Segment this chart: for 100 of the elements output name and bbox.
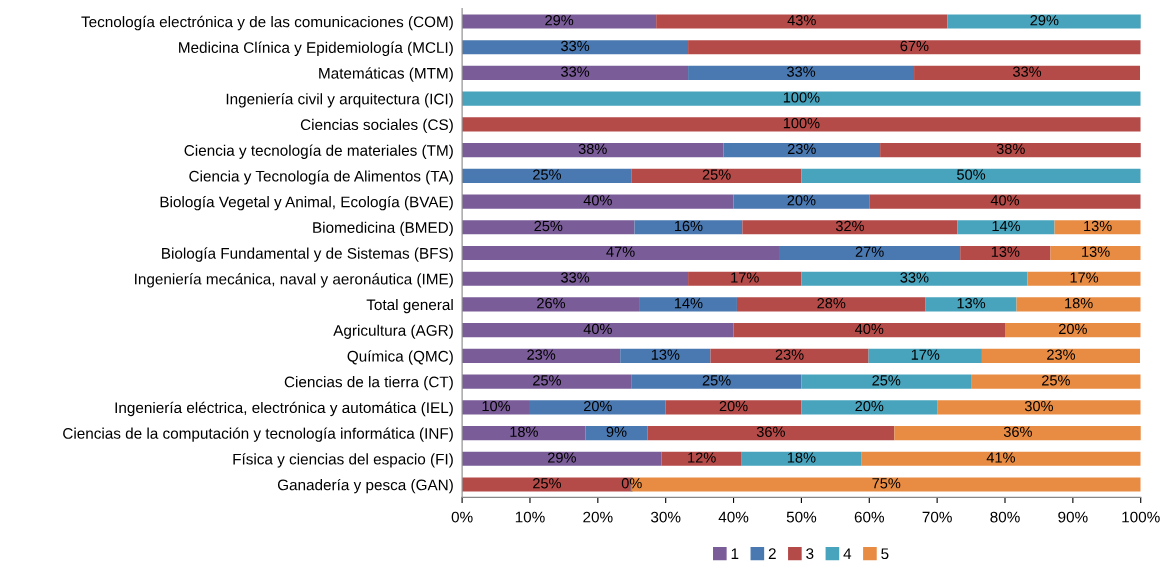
bar <box>801 400 938 415</box>
bar <box>462 271 689 286</box>
y-tick-label: Medicina Clínica y Epidemiología (MCLI) <box>179 41 453 57</box>
data-label: 38% <box>996 143 1025 155</box>
data-label: 50% <box>957 169 986 180</box>
y-tick-label: Ciencias de la tierra (CT) <box>284 376 453 391</box>
x-tick-label: 40% <box>718 511 749 523</box>
y-tick-label: Ingeniería eléctrica, electrónica y automática (IEL) <box>115 401 453 417</box>
data-label: 18% <box>1065 298 1093 309</box>
data-label: 47% <box>606 246 635 257</box>
bar <box>462 374 632 389</box>
bar <box>462 425 586 441</box>
bar <box>631 168 802 183</box>
data-label: 13% <box>1084 220 1112 232</box>
legend-label: 4 <box>843 548 852 559</box>
data-label: 13% <box>957 298 986 309</box>
bar <box>462 143 724 158</box>
data-label: 40% <box>583 323 612 335</box>
x-tick-label: 20% <box>583 511 613 523</box>
data-label: 29% <box>1030 15 1059 26</box>
data-label: 25% <box>533 375 562 386</box>
x-tick-label: 30% <box>650 511 681 523</box>
data-label: 25% <box>533 169 562 180</box>
y-tick-label: Ganadería y pesca (GAN) <box>277 478 453 494</box>
bar <box>462 65 689 81</box>
data-label: 25% <box>702 375 731 386</box>
data-label: 18% <box>787 452 816 463</box>
bar <box>620 348 711 363</box>
bar <box>462 220 635 235</box>
bar <box>710 348 869 363</box>
data-label: 16% <box>674 220 703 232</box>
y-tick-label: Química (QMC) <box>347 350 453 365</box>
bar <box>957 220 1055 235</box>
bar <box>688 65 915 81</box>
data-label: 25% <box>1042 375 1070 386</box>
data-label: 20% <box>787 195 816 206</box>
bar <box>801 374 972 389</box>
y-tick-label: Biología Fundamental y de Sistemas (BFS) <box>162 247 453 262</box>
bar <box>462 168 632 183</box>
bar <box>960 245 1051 261</box>
data-label: 13% <box>991 246 1020 257</box>
bar <box>688 40 1141 55</box>
data-label: 36% <box>756 426 785 437</box>
data-label: 23% <box>787 143 816 155</box>
data-label: 40% <box>583 195 612 206</box>
data-label: 14% <box>674 298 703 309</box>
data-label: 20% <box>719 400 748 412</box>
bar <box>1054 220 1141 235</box>
data-label: 12% <box>688 452 716 463</box>
data-label: 100% <box>783 92 820 103</box>
y-tick-label: Biomedicina (BMED) <box>313 221 453 236</box>
bar <box>661 451 742 466</box>
bar <box>971 374 1141 389</box>
data-label: 25% <box>533 478 562 489</box>
data-label: 41% <box>986 452 1015 463</box>
bar <box>801 271 1028 286</box>
bar <box>462 117 1141 132</box>
bar <box>801 168 1141 183</box>
y-tick-label: Física y ciencias del espacio (FI) <box>233 453 453 468</box>
y-tick-label: Matemáticas (MTM) <box>319 67 453 82</box>
x-tick-label: 10% <box>515 511 545 523</box>
bar <box>631 374 802 389</box>
bar <box>585 425 648 441</box>
x-tick-label: 50% <box>786 511 817 523</box>
data-label: 13% <box>651 349 680 360</box>
x-tick-label: 60% <box>854 511 885 523</box>
bar <box>647 425 895 441</box>
bar <box>1016 297 1141 312</box>
bar <box>462 91 1141 106</box>
data-label: 20% <box>583 400 612 412</box>
data-label: 13% <box>1082 246 1110 257</box>
data-label: 27% <box>855 246 884 257</box>
bar <box>1027 271 1141 286</box>
data-label: 33% <box>1013 66 1042 77</box>
y-tick-label: Ingeniería civil y arquitectura (ICI) <box>226 93 453 108</box>
data-label: 38% <box>578 143 607 155</box>
bar <box>462 323 734 338</box>
data-label: 40% <box>855 323 884 335</box>
bar <box>937 400 1141 415</box>
data-label: 17% <box>911 349 940 360</box>
bar <box>639 297 737 312</box>
bar <box>1050 245 1141 261</box>
data-label: 26% <box>537 298 566 309</box>
bar <box>656 14 948 29</box>
y-tick-label: Ciencias de la computación y tecnología informática (INF) <box>63 427 453 442</box>
data-label: 23% <box>527 349 556 360</box>
y-tick-label: Tecnología electrónica y de las comunicaciones (COM) <box>81 15 453 31</box>
y-tick-label: Ingeniería mecánica, naval y aeronáutica (IME) <box>135 273 453 288</box>
bar <box>894 425 1141 441</box>
x-tick-label: 80% <box>990 511 1020 523</box>
bar <box>925 297 1017 312</box>
legend-label: 1 <box>731 548 739 559</box>
y-tick-label: Ciencia y Tecnología de Alimentos (TA) <box>189 170 453 185</box>
legend-label: 3 <box>806 548 814 560</box>
data-label: 33% <box>561 66 590 77</box>
data-label: 30% <box>1024 400 1053 412</box>
bar <box>1005 323 1141 338</box>
bar <box>462 297 640 312</box>
data-label: 23% <box>775 349 804 360</box>
bar <box>779 245 961 261</box>
